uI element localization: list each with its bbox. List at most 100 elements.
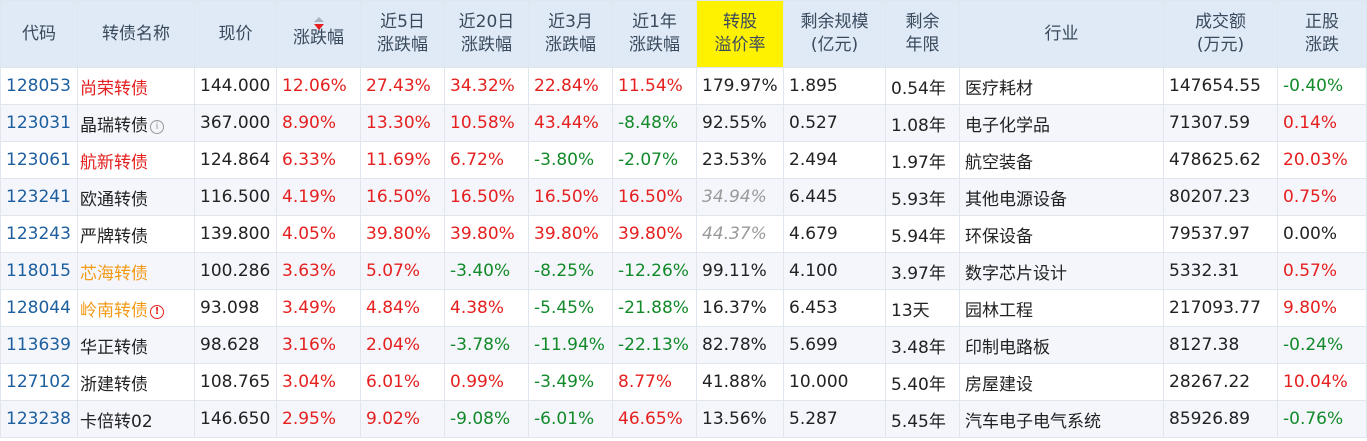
remaining-years-cell: 1.97年 [885,141,960,179]
volume: 8127.38 [1169,335,1240,355]
header-change-20d[interactable]: 近20日 涨跌幅 [444,0,529,68]
price-cell: 98.628 [194,326,277,364]
header-name[interactable]: 转债名称 [77,0,195,68]
change-20d-cell: 4.38% [444,289,529,327]
bond-code-cell[interactable]: 123031 [0,104,78,142]
change-3m: 39.80% [534,224,599,244]
bond-code: 123061 [6,150,71,170]
change-5d: 39.80% [366,224,431,244]
bond-code-cell[interactable]: 128044 [0,289,78,327]
bond-name-cell[interactable]: 岭南转债! [77,289,195,327]
header-industry[interactable]: 行业 [959,0,1164,68]
table-row[interactable]: 123031 晶瑞转债 i 367.000 8.90% 13.30% 10.58% 43.44… [0,104,1367,142]
bond-code-cell[interactable]: 123243 [0,215,78,253]
table-row[interactable]: 123238 卡倍转02 146.650 2.95% 9.02% -9.08% -6.01%… [0,400,1367,438]
header-label: 近20日 [458,12,515,32]
change: 4.05% [282,224,337,244]
stock-change-cell: 0.14% [1277,104,1367,142]
table-row[interactable]: 118015 芯海转债 100.286 3.63% 5.07% -3.40% -8.25% -… [0,252,1367,290]
sort-descending-icon[interactable] [311,16,327,30]
table-row[interactable]: 128053 尚荣转债 144.000 12.06% 27.43% 34.32% 22.84… [0,67,1367,105]
change-20d: -3.40% [450,261,511,281]
table-row[interactable]: 127102 浙建转债 108.765 3.04% 6.01% 0.99% -3.49% 8.… [0,363,1367,401]
volume: 71307.59 [1169,113,1251,133]
bond-name-cell[interactable]: 卡倍转02 [77,400,195,438]
price-cell: 108.765 [194,363,277,401]
bond-name-cell[interactable]: 航新转债 [77,141,195,179]
bond-name-cell[interactable]: 尚荣转债 [77,67,195,105]
change-3m-cell: -3.80% [528,141,613,179]
conversion-premium-cell: 99.11% [696,252,784,290]
bond-code-cell[interactable]: 127102 [0,363,78,401]
stock-change: 0.57% [1283,261,1338,281]
header-label: 正股 [1305,12,1339,32]
header-remaining-years[interactable]: 剩余 年限 [885,0,960,68]
header-label: 剩余规模 [800,12,869,32]
volume-cell: 28267.22 [1163,363,1278,401]
bond-name-cell[interactable]: 晶瑞转债 i [77,104,195,142]
bond-code: 113639 [6,335,71,355]
bond-name-cell[interactable]: 芯海转债 [77,252,195,290]
table-row[interactable]: 128044 岭南转债! 93.098 3.49% 4.84% 4.38% -5.45% -2… [0,289,1367,327]
remaining-scale: 5.287 [789,409,838,429]
header-label: 近1年 [632,12,677,32]
table-row[interactable]: 123061 航新转债 124.864 6.33% 11.69% 6.72% -3.80% -… [0,141,1367,179]
change-5d-cell: 39.80% [360,215,445,253]
change-3m-cell: 39.80% [528,215,613,253]
bond-code-cell[interactable]: 123061 [0,141,78,179]
header-code[interactable]: 代码 [0,0,78,68]
bond-code-cell[interactable]: 118015 [0,252,78,290]
header-change-1y[interactable]: 近1年 涨跌幅 [612,0,697,68]
info-icon[interactable]: i [150,119,164,134]
header-remaining-scale[interactable]: 剩余规模 (亿元) [783,0,886,68]
header-price[interactable]: 现价 [194,0,277,68]
remaining-scale: 5.699 [789,335,838,355]
table-header-row: 代码 转债名称 现价 涨跌幅 近5日 涨跌幅 近20日 涨跌幅 近3月 涨跌幅 近1年 涨跌幅 转股 溢价… [0,0,1367,68]
remaining-years: 5.45年 [891,411,946,432]
bond-code: 123241 [6,187,71,207]
change-20d: 10.58% [450,113,515,133]
header-change-5d[interactable]: 近5日 涨跌幅 [360,0,445,68]
remaining-years-cell: 5.45年 [885,400,960,438]
header-stock-change[interactable]: 正股 涨跌 [1277,0,1367,68]
bond-code: 128044 [6,298,71,318]
remaining-scale-cell: 4.679 [783,215,886,253]
bond-code-cell[interactable]: 113639 [0,326,78,364]
industry: 印制电路板 [965,337,1050,358]
bond-name-cell[interactable]: 严牌转债 [77,215,195,253]
bond-code-cell[interactable]: 123241 [0,178,78,216]
volume: 5332.31 [1169,261,1240,281]
stock-change: 0.75% [1283,187,1338,207]
industry-cell: 其他电源设备 [959,178,1164,216]
industry: 航空装备 [965,152,1033,173]
bond-code-cell[interactable]: 123238 [0,400,78,438]
industry-cell: 医疗耗材 [959,67,1164,105]
header-change[interactable]: 涨跌幅 [276,0,361,68]
price: 139.800 [200,224,271,244]
bond-code-cell[interactable]: 128053 [0,67,78,105]
change-1y-cell: 8.77% [612,363,697,401]
stock-change: -0.40% [1283,76,1344,96]
table-row[interactable]: 113639 华正转债 98.628 3.16% 2.04% -3.78% -11.94% -… [0,326,1367,364]
header-conversion-premium[interactable]: 转股 溢价率 [696,0,784,68]
conversion-premium: 99.11% [702,261,767,281]
volume: 80207.23 [1169,187,1251,207]
change-20d-cell: -3.78% [444,326,529,364]
industry-cell: 园林工程 [959,289,1164,327]
bond-name: 华正转债 [80,337,148,358]
bond-name-cell[interactable]: 华正转债 [77,326,195,364]
header-volume[interactable]: 成交额 (万元) [1163,0,1278,68]
remaining-scale-cell: 1.895 [783,67,886,105]
header-change-3m[interactable]: 近3月 涨跌幅 [528,0,613,68]
change-3m: 16.50% [534,187,599,207]
bond-name-cell[interactable]: 欧通转债 [77,178,195,216]
remaining-years-cell: 5.40年 [885,363,960,401]
volume: 217093.77 [1169,298,1261,318]
bond-name-cell[interactable]: 浙建转债 [77,363,195,401]
table-row[interactable]: 123241 欧通转债 116.500 4.19% 16.50% 16.50% 16.50%… [0,178,1367,216]
price: 124.864 [200,150,271,170]
table-row[interactable]: 123243 严牌转债 139.800 4.05% 39.80% 39.80% 39.80%… [0,215,1367,253]
bond-name: 晶瑞转债 [80,115,148,136]
warning-icon[interactable]: ! [150,304,164,319]
